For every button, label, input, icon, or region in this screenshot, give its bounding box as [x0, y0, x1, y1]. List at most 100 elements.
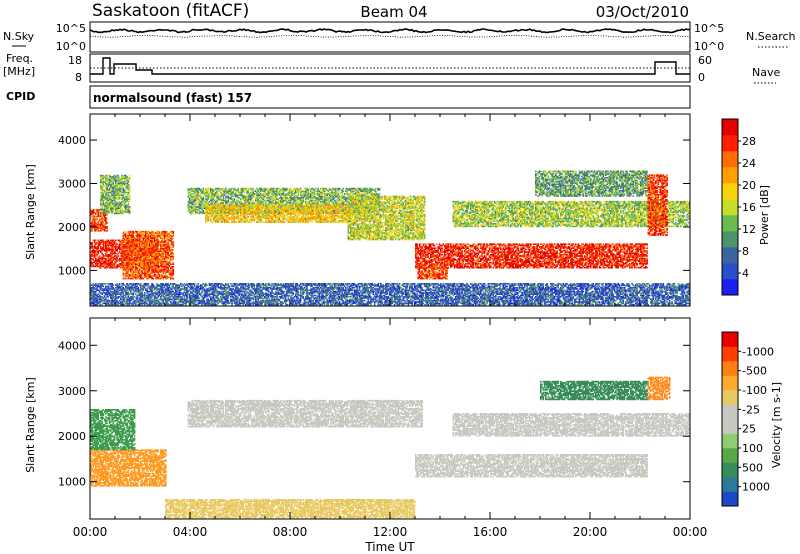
scatter-cell [96, 248, 98, 251]
scatter-cell [113, 251, 116, 253]
scatter-cell [161, 264, 163, 267]
scatter-cell [146, 233, 148, 236]
scatter-cell [140, 234, 142, 237]
scatter-cell [103, 230, 106, 232]
scatter-cell [202, 187, 205, 190]
scatter-cell [162, 264, 165, 267]
scatter-cell [127, 256, 130, 259]
scatter-cell [128, 268, 131, 271]
scatter-cell [152, 247, 155, 249]
scatter-cell [135, 277, 137, 280]
scatter-cell [112, 259, 115, 261]
scatter-cell [91, 223, 93, 226]
scatter-cell [95, 263, 97, 265]
scatter-cell [115, 252, 117, 255]
scatter-cell [127, 263, 130, 265]
scatter-cell [122, 253, 125, 255]
scatter-cell [152, 266, 155, 268]
scatter-cell [151, 236, 153, 238]
scatter-cell [95, 213, 97, 215]
scatter-cell [130, 267, 132, 269]
scatter-cell [143, 254, 146, 256]
scatter-cell [97, 215, 100, 218]
scatter-cell [122, 275, 125, 277]
scatter-cell [103, 264, 106, 266]
scatter-cell [93, 240, 96, 243]
scatter-cell [155, 237, 157, 239]
scatter-cell [156, 237, 158, 239]
scatter-cell [142, 258, 145, 260]
scatter-cell [141, 233, 143, 236]
scatter-cell [138, 237, 141, 239]
scatter-cell [106, 247, 108, 249]
noise-sky-line [89, 28, 691, 34]
scatter-cell [121, 257, 123, 260]
freq-lines [90, 57, 690, 75]
scatter-cell [101, 257, 103, 260]
scatter-cell [140, 261, 142, 264]
scatter-cell [110, 242, 112, 244]
scatter-cell [128, 275, 131, 277]
scatter-cell [141, 242, 143, 245]
scatter-cell [140, 246, 142, 248]
scatter-cell [90, 261, 92, 264]
scatter-cell [135, 251, 137, 254]
scatter-cell [151, 246, 153, 248]
scatter-cell [117, 244, 120, 247]
scatter-cell [123, 251, 126, 254]
scatter-cell [116, 246, 118, 248]
scatter-cell [137, 251, 140, 254]
scatter-cell [98, 209, 101, 211]
scatter-cell [142, 243, 145, 246]
scatter-cell [150, 276, 152, 279]
scatter-cell [137, 247, 140, 250]
scatter-cell [136, 250, 138, 252]
scatter-cell [107, 260, 110, 262]
scatter-cell [106, 251, 108, 253]
scatter-cell [123, 247, 126, 250]
scatter-cell [123, 258, 126, 260]
scatter-cell [131, 233, 133, 236]
scatter-cell [161, 253, 163, 255]
scatter-cell [121, 251, 123, 253]
scatter-cell [111, 243, 113, 245]
scatter-cell [212, 207, 214, 209]
scatter-cell [95, 239, 97, 242]
scatter-cell [145, 234, 147, 237]
scatter-cell [103, 266, 106, 269]
scatter-cell [118, 264, 121, 266]
scatter-cell [158, 277, 161, 280]
scatter-cell [151, 277, 153, 280]
scatter-cell [153, 275, 156, 277]
scatter-cell [98, 219, 101, 222]
scatter-cell [101, 210, 103, 212]
scatter-cell [161, 246, 163, 249]
scatter-cell [100, 247, 102, 249]
scatter-cell [158, 269, 161, 272]
scatter-cell [157, 269, 160, 272]
scatter-cell [107, 255, 110, 257]
scatter-cell [162, 243, 165, 246]
scatter-cell [140, 238, 142, 241]
scatter-cell [162, 268, 165, 271]
scatter-cell [110, 261, 112, 264]
scatter-cell [107, 263, 110, 265]
scatter-cell [102, 239, 105, 242]
scatter-cell [107, 248, 110, 251]
scatter-cell [121, 256, 123, 259]
scatter-cell [150, 256, 152, 259]
scatter-cell [138, 230, 141, 233]
scatter-cell [138, 250, 141, 252]
scatter-cell [153, 273, 156, 276]
scatter-cell [162, 263, 165, 265]
scatter-cell [150, 275, 152, 277]
scatter-cell [128, 273, 131, 276]
scatter-cell [156, 246, 158, 249]
scatter-cell [113, 266, 116, 269]
cpid-label: CPID [6, 90, 35, 103]
scatter-cell [146, 253, 148, 255]
scatter-cell [133, 260, 136, 263]
scatter-cell [136, 233, 138, 236]
scatter-cell [137, 264, 140, 267]
scatter-cell [158, 251, 161, 254]
